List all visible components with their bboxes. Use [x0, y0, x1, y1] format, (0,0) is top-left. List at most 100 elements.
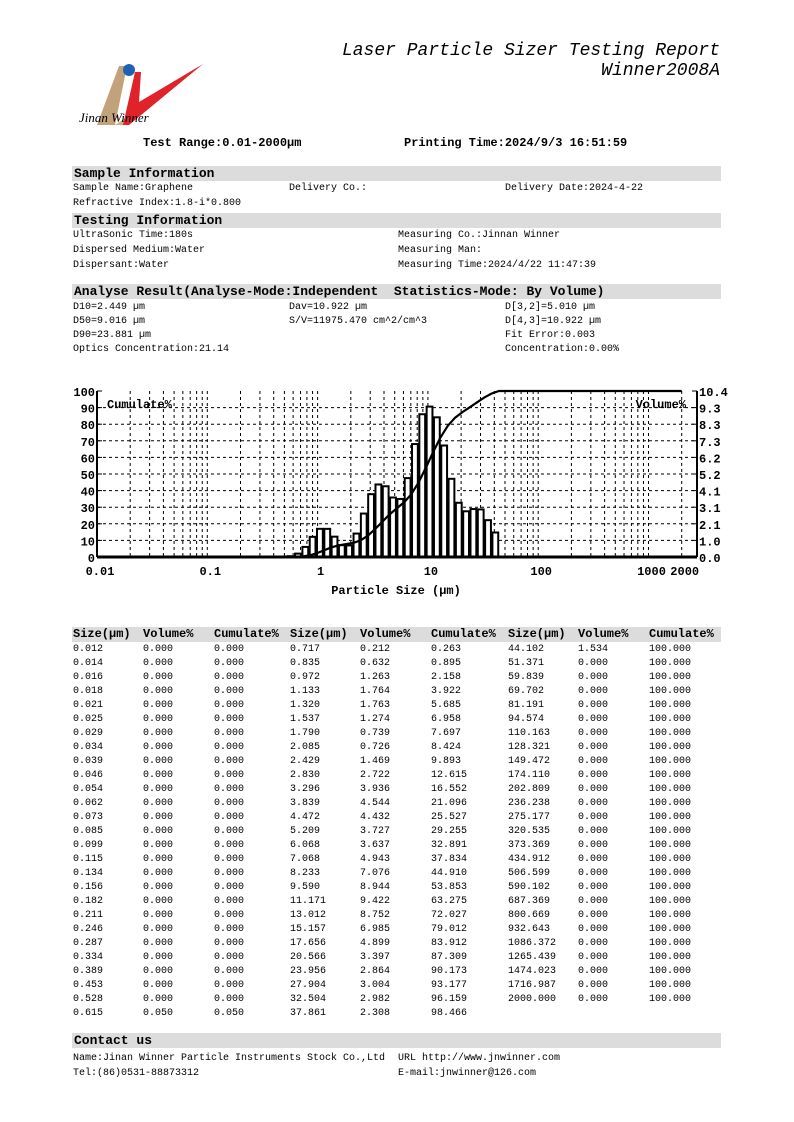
size-cell: 0.034	[73, 742, 104, 753]
volume-cell: 0.000	[143, 784, 174, 795]
volume-cell: 0.000	[578, 910, 609, 921]
ultrasonic-time: UltraSonic Time:180s	[73, 230, 194, 241]
volume-cell: 8.752	[360, 910, 391, 921]
volume-cell: 9.422	[360, 896, 391, 907]
size-cell: 0.025	[73, 714, 104, 725]
particle-size-chart: 0 10 20 30 40 50 60 70 80 90 100 0.0 1.0 2.1 3.1 4.1 5.2…	[73, 386, 727, 598]
size-cell: 6.068	[290, 840, 321, 851]
x-tick-label: 10	[424, 565, 438, 579]
y-left-tick-label: 10	[81, 535, 95, 549]
volume-cell: 0.000	[578, 700, 609, 711]
volume-cell: 1.763	[360, 700, 391, 711]
cumulate-cell: 98.466	[431, 1008, 468, 1019]
size-cell: 32.504	[290, 994, 327, 1005]
volume-bar	[345, 544, 354, 559]
cumulate-cell: 0.000	[214, 798, 245, 809]
size-cell: 0.334	[73, 952, 104, 963]
delivery-date: Delivery Date:2024-4-22	[505, 183, 644, 194]
size-cell: 0.029	[73, 728, 104, 739]
size-cell: 0.972	[290, 672, 321, 683]
cumulate-cell: 0.000	[214, 672, 245, 683]
size-cell: 0.046	[73, 770, 104, 781]
size-cell: 0.453	[73, 980, 104, 991]
y-left-tick-label: 90	[81, 403, 95, 417]
volume-cell: 0.000	[578, 994, 609, 1005]
size-cell: 0.717	[290, 644, 321, 655]
volume-cell: 3.637	[360, 840, 391, 851]
size-cell: 9.590	[290, 882, 321, 893]
delivery-co: Delivery Co.:	[289, 183, 368, 194]
y-right-tick-label: 4.1	[699, 486, 721, 500]
volume-bar	[352, 532, 361, 558]
cumulate-cell: 0.000	[214, 644, 245, 655]
column-header: Cumulate%	[431, 627, 496, 641]
data-table-header: Size(µm) Volume% Cumulate% Size(µm) Volume% C…	[72, 627, 721, 642]
x-tick-label: 1000	[637, 565, 666, 579]
y-right-tick-label: 8.3	[699, 419, 721, 433]
cumulate-cell: 25.527	[431, 812, 468, 823]
size-cell: 506.599	[508, 868, 551, 879]
size-cell: 0.099	[73, 840, 104, 851]
volume-cell: 0.000	[143, 826, 174, 837]
size-cell: 11.171	[290, 896, 327, 907]
volume-bar	[411, 443, 419, 558]
volume-bar	[491, 531, 500, 559]
email-link[interactable]: E-mail:jnwinner@126.com	[398, 1068, 537, 1079]
measuring-man: Measuring Man:	[398, 245, 483, 256]
size-cell: 0.835	[290, 658, 321, 669]
y-left-tick-label: 100	[73, 386, 95, 400]
volume-cell: 0.000	[578, 798, 609, 809]
website-link[interactable]: URL http://www.jnwinner.com	[398, 1053, 561, 1064]
size-cell: 149.472	[508, 756, 551, 767]
size-cell: 0.156	[73, 882, 104, 893]
size-cell: 69.702	[508, 686, 545, 697]
cumulate-cell: 100.000	[649, 686, 692, 697]
volume-cell: 0.000	[143, 840, 174, 851]
x-tick-label: 1	[317, 565, 324, 579]
cumulate-cell: 29.255	[431, 826, 468, 837]
volume-cell: 3.397	[360, 952, 391, 963]
volume-cell: 3.936	[360, 784, 391, 795]
section-heading: Testing Information	[74, 213, 223, 228]
cumulate-cell: 5.685	[431, 700, 462, 711]
size-cell: 1.133	[290, 686, 321, 697]
y-left-tick-label: 70	[81, 436, 95, 450]
cumulate-cell: 0.000	[214, 826, 245, 837]
volume-cell: 8.944	[360, 882, 391, 893]
sample-name: Sample Name:Graphene	[73, 183, 194, 194]
cumulate-cell: 0.000	[214, 784, 245, 795]
chart-axes: 0 10 20 30 40 50 60 70 80 90 100 0.0 1.0 2.1 3.1 4.1 5.2…	[73, 386, 727, 579]
volume-bar	[454, 501, 463, 559]
cumulate-cell: 8.424	[431, 742, 462, 753]
size-cell: 128.321	[508, 742, 551, 753]
cumulate-cell: 0.895	[431, 658, 462, 669]
size-cell: 236.238	[508, 798, 551, 809]
size-cell: 202.809	[508, 784, 551, 795]
cumulate-cell: 100.000	[649, 672, 692, 683]
volume-cell: 2.308	[360, 1008, 391, 1019]
volume-bar	[359, 512, 368, 558]
size-cell: 1.790	[290, 728, 321, 739]
volume-cell: 0.000	[578, 896, 609, 907]
volume-cell: 0.000	[143, 770, 174, 781]
size-cell: 0.246	[73, 924, 104, 935]
volume-cell: 1.263	[360, 672, 391, 683]
column-header: Volume%	[143, 627, 194, 641]
size-cell: 15.157	[290, 924, 327, 935]
size-cell: 94.574	[508, 714, 545, 725]
x-tick-label: 2000	[670, 565, 699, 579]
volume-cell: 0.000	[578, 854, 609, 865]
size-cell: 174.110	[508, 770, 551, 781]
volume-cell: 0.000	[578, 658, 609, 669]
y-left-tick-label: 30	[81, 502, 95, 516]
size-cell: 20.566	[290, 952, 327, 963]
size-cell: 1.537	[290, 714, 321, 725]
analysis-header: Analyse Result(Analyse-Mode:Independent …	[72, 284, 721, 299]
cumulate-cell: 6.958	[431, 714, 462, 725]
cumulate-cell: 100.000	[649, 784, 692, 795]
volume-cell: 0.000	[578, 756, 609, 767]
cumulate-cell: 100.000	[649, 770, 692, 781]
size-cell: 0.115	[73, 854, 104, 865]
size-cell: 0.062	[73, 798, 104, 809]
cumulate-cell: 7.697	[431, 728, 462, 739]
